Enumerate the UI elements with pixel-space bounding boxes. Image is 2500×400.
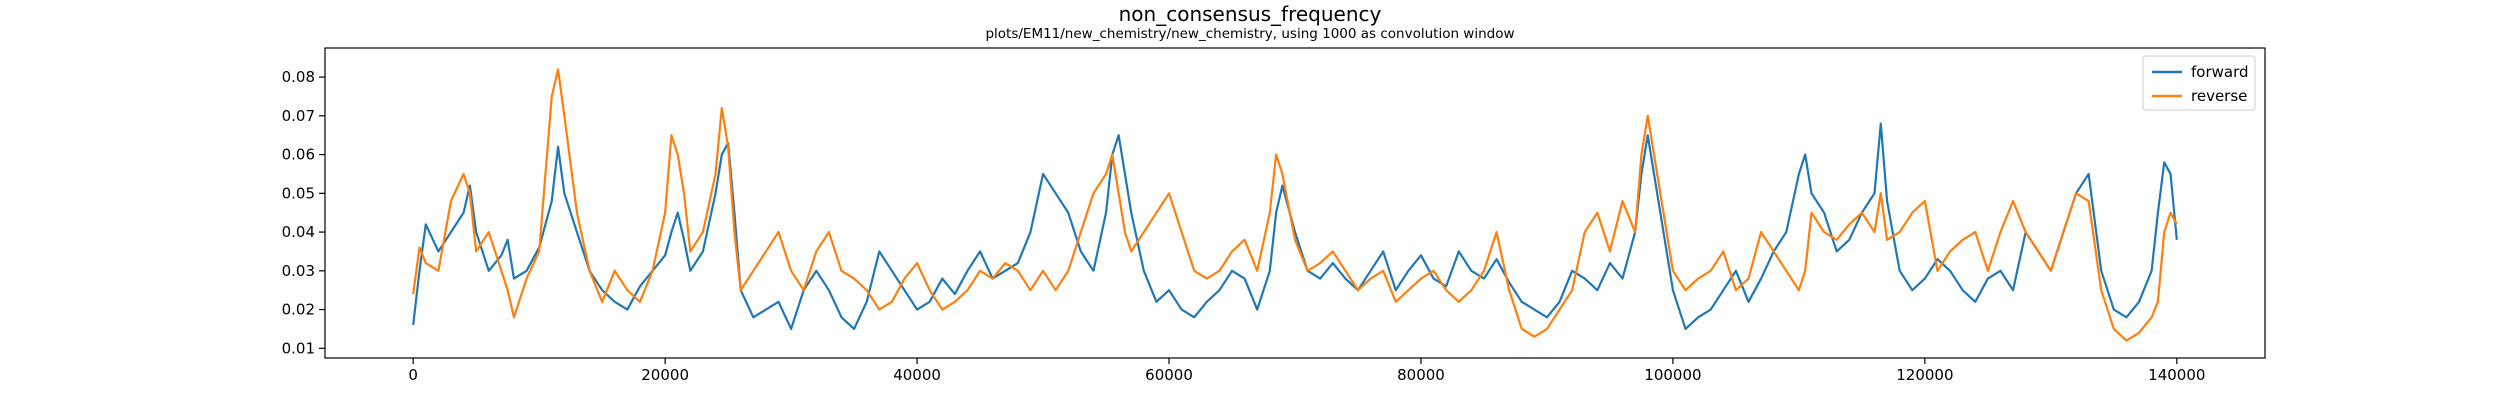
series-layer bbox=[412, 68, 2178, 342]
legend: forward reverse bbox=[2142, 55, 2256, 111]
y-tick-label: 0.07 bbox=[282, 107, 315, 125]
chart-subtitle: plots/EM11/new_chemistry/new_chemistry, … bbox=[985, 26, 1514, 42]
x-tick-label: 120000 bbox=[1896, 366, 1953, 384]
series-line-reverse bbox=[412, 68, 2178, 342]
y-tick-label: 0.03 bbox=[282, 262, 315, 280]
x-tick-label: 100000 bbox=[1644, 366, 1701, 384]
chart-title: non_consensus_frequency bbox=[1119, 2, 1382, 26]
x-tick-label: 0 bbox=[408, 366, 418, 384]
plot-frame bbox=[324, 47, 2266, 359]
legend-label-forward: forward bbox=[2191, 63, 2249, 81]
y-tick-label: 0.01 bbox=[282, 339, 315, 357]
x-tick-label: 20000 bbox=[641, 366, 689, 384]
y-tick-label: 0.04 bbox=[282, 223, 315, 241]
y-tick-label: 0.05 bbox=[282, 184, 315, 202]
series-line-forward bbox=[412, 122, 2178, 331]
x-tick-label: 140000 bbox=[2148, 366, 2205, 384]
axes-layer: 0 20000 40000 60000 80000 100000 120000 140000 0… bbox=[282, 47, 2266, 384]
x-tick-label: 80000 bbox=[1397, 366, 1445, 384]
y-tick-label: 0.06 bbox=[282, 146, 315, 164]
x-tick-label: 40000 bbox=[893, 366, 941, 384]
x-tick-label: 60000 bbox=[1145, 366, 1193, 384]
y-tick-label: 0.08 bbox=[282, 68, 315, 86]
y-tick-label: 0.02 bbox=[282, 301, 315, 319]
legend-label-reverse: reverse bbox=[2191, 87, 2247, 105]
